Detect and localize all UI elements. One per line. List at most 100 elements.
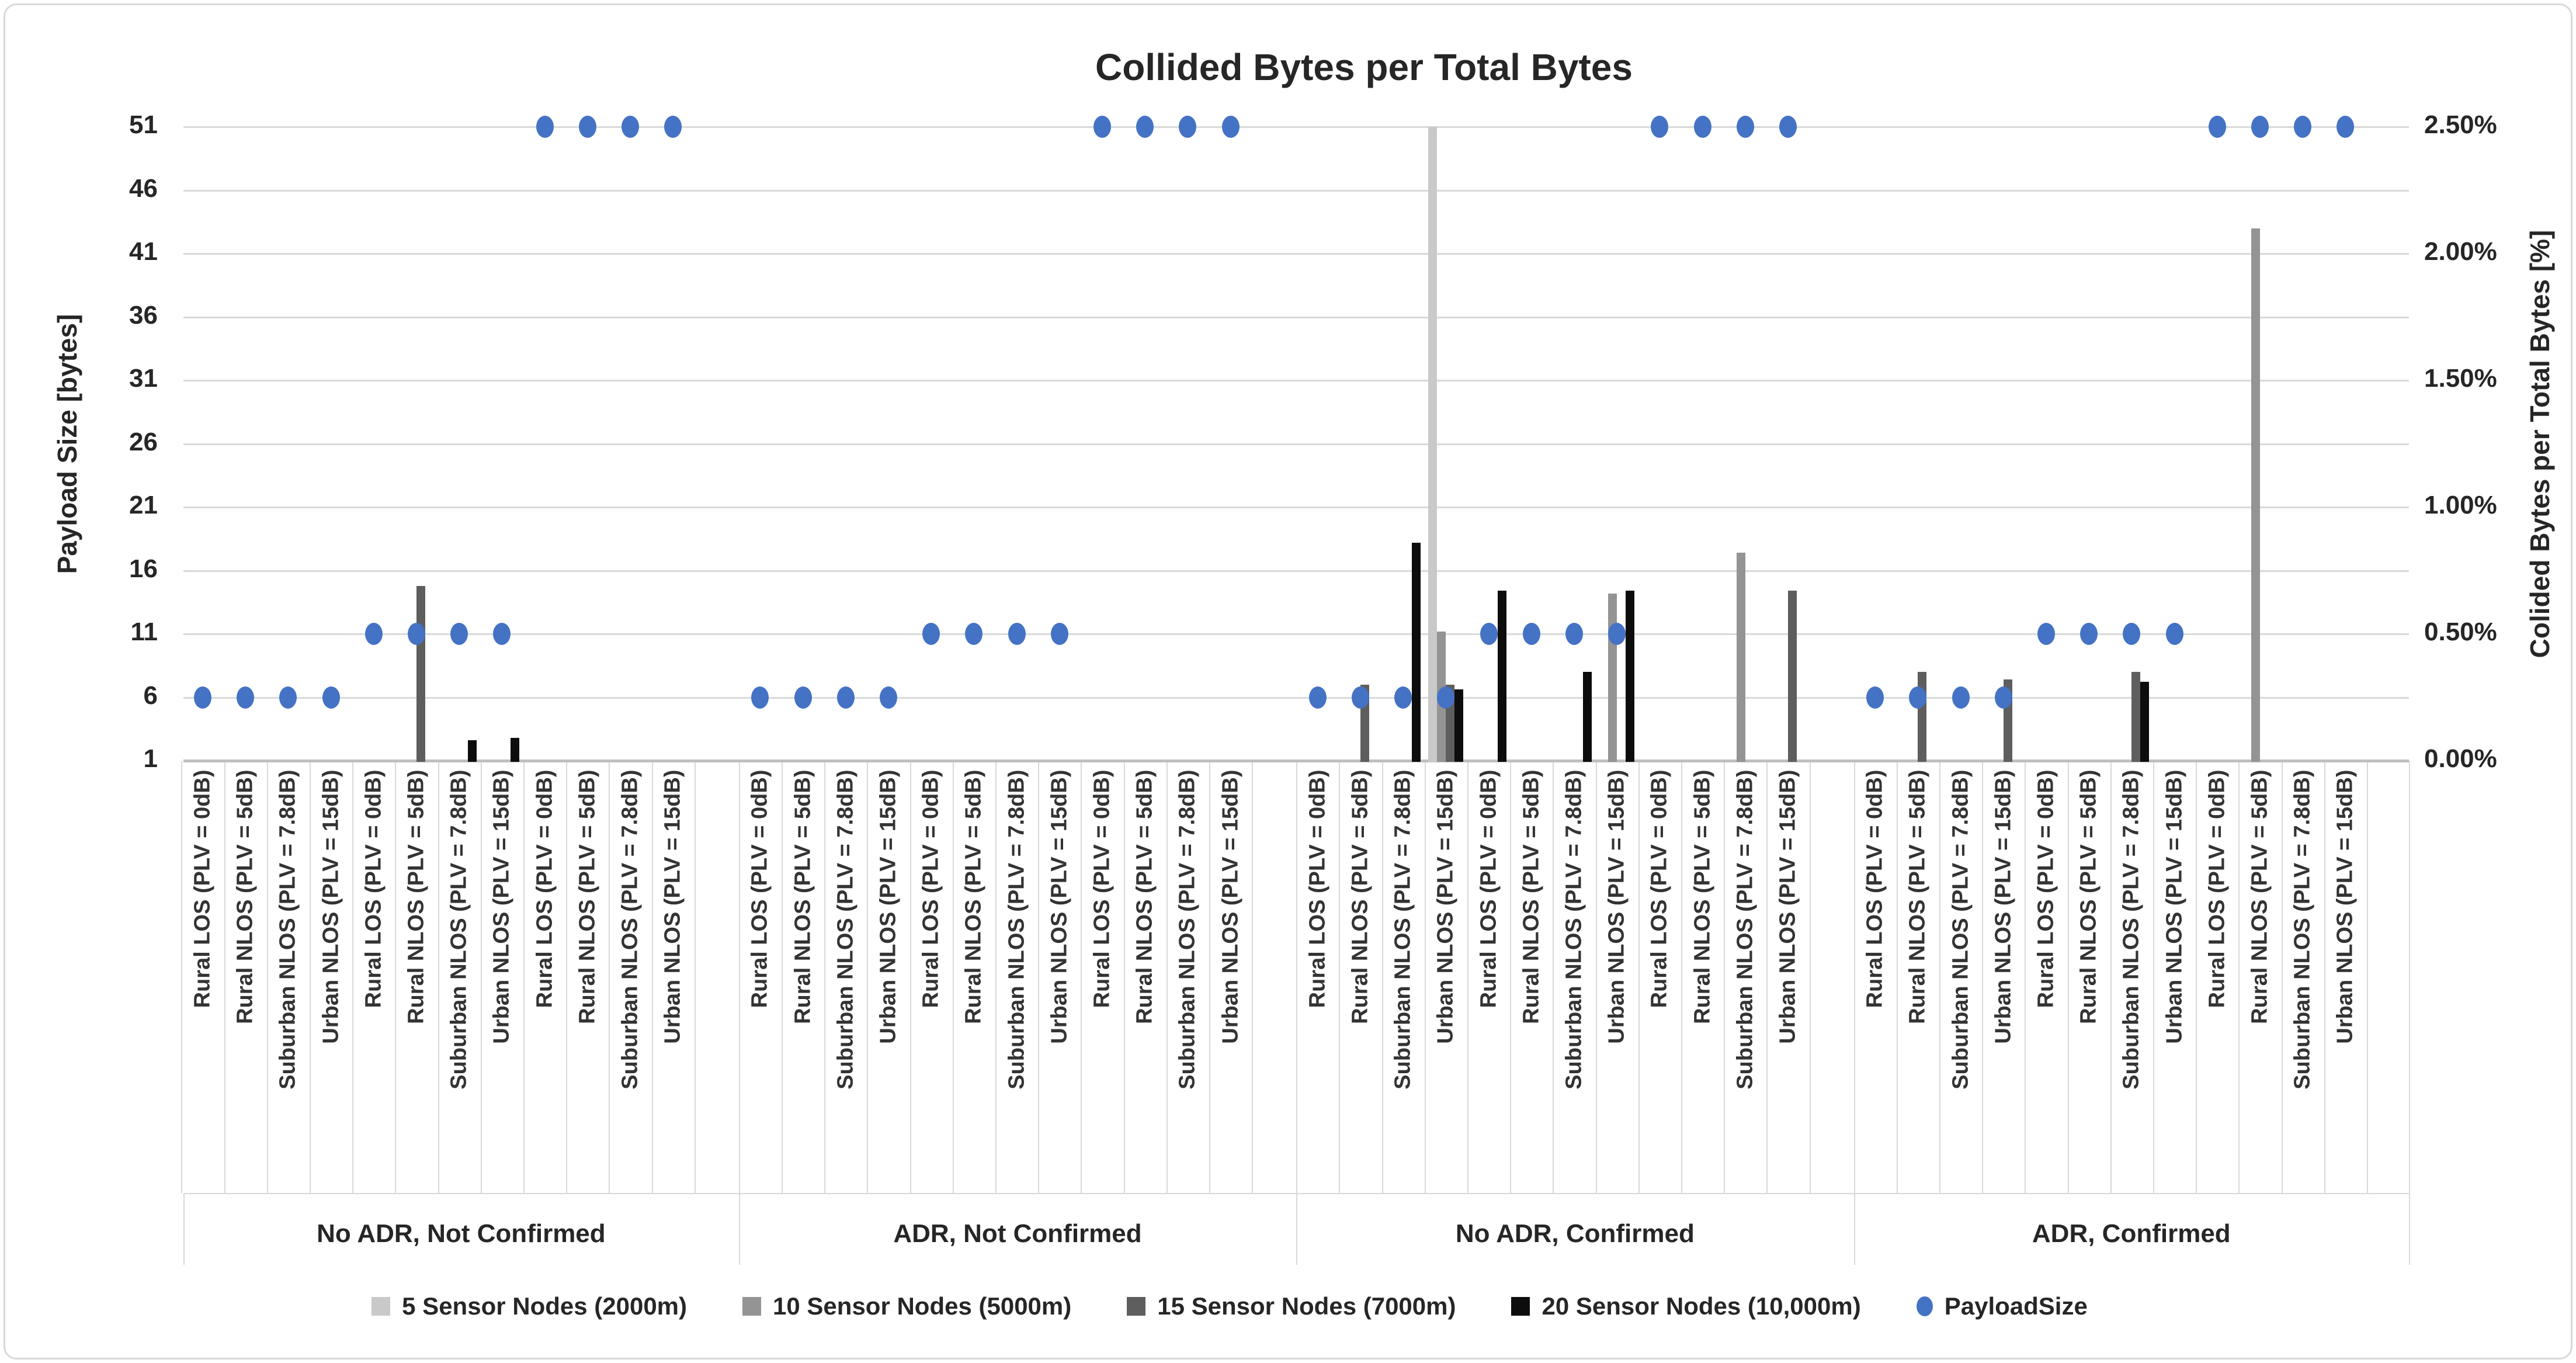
category-separator [266,761,268,1193]
left-axis-tick: 46 [129,174,158,203]
category-separator [1724,761,1726,1193]
bar-20-sensor-nodes-(10,000m) [511,737,520,762]
category-label: Urban NLOS (PLV = 15dB) [2332,769,2358,1044]
category-separator [2110,761,2112,1193]
category-separator [1339,761,1341,1193]
payload-dot [1952,686,1970,709]
gridline [183,126,2409,128]
category-label: Rural LOS (PLV = 0dB) [747,769,772,1008]
category-separator [480,761,482,1193]
category-separator [1638,761,1640,1193]
legend-label: 10 Sensor Nodes (5000m) [773,1292,1072,1320]
payload-dot [1394,686,1412,709]
group-separator [1853,1193,1855,1265]
payload-dot [194,686,211,709]
category-separator [2196,761,2197,1193]
bar-20-sensor-nodes-(10,000m) [1454,689,1464,762]
left-axis-tick: 1 [143,744,158,773]
left-axis-tick: 11 [130,618,158,646]
category-separator [995,761,997,1193]
gridline [183,696,2409,699]
payload-dot [622,116,639,138]
payload-dot [2208,116,2226,138]
right-axis-title: Colided Bytes per Total Bytes [%] [2525,230,2555,658]
category-label: Urban NLOS (PLV = 15dB) [1218,769,1243,1044]
bar-20-sensor-nodes-(10,000m) [1583,672,1592,762]
left-axis-tick: 6 [143,681,158,710]
payload-dot [1994,686,2012,709]
category-label: Rural LOS (PLV = 0dB) [2033,769,2058,1008]
payload-dot [1693,116,1711,138]
left-axis-tick: 41 [129,237,158,266]
legend-swatch [1127,1297,1146,1316]
legend-label: PayloadSize [1944,1292,2088,1320]
payload-dot [965,623,983,645]
gridline [183,443,2409,445]
category-separator [1939,761,1940,1193]
category-separator [310,761,311,1193]
category-separator [1681,761,1682,1193]
gridline [183,253,2409,255]
bar-20-sensor-nodes-(10,000m) [468,740,477,762]
category-separator [1038,761,1040,1193]
payload-dot [450,623,468,645]
category-separator [1896,761,1898,1193]
group-band-top-line [183,1193,2409,1194]
payload-dot [751,686,769,709]
category-separator [2153,761,2154,1193]
category-separator [1252,761,1254,1193]
gridline [183,633,2409,635]
payload-dot [664,116,682,138]
category-separator [824,761,826,1193]
category-separator [2025,761,2026,1193]
category-separator [1296,761,1298,1193]
x-axis-line [183,759,2409,762]
category-separator [952,761,954,1193]
payload-dot [279,686,297,709]
legend-item: PayloadSize [1916,1292,2088,1320]
category-separator [395,761,397,1193]
category-label: Rural NLOS (PLV = 5dB) [404,769,429,1024]
category-label: Suburban NLOS (PLV = 7.8dB) [833,769,858,1090]
gridline [183,316,2409,318]
category-separator [1510,761,1512,1193]
category-label: Suburban NLOS (PLV = 7.8dB) [1733,769,1758,1090]
category-separator [1553,761,1554,1193]
category-label: Rural NLOS (PLV = 5dB) [232,769,258,1024]
category-label: Suburban NLOS (PLV = 7.8dB) [1948,769,1973,1090]
legend-item: 15 Sensor Nodes (7000m) [1127,1292,1456,1320]
group-separator [183,1193,185,1265]
category-label: Urban NLOS (PLV = 15dB) [1047,769,1072,1044]
category-label: Rural LOS (PLV = 0dB) [361,769,386,1008]
category-label: Urban NLOS (PLV = 15dB) [318,769,343,1044]
gridline [183,189,2409,192]
payload-dot [1050,623,1068,645]
category-label: Rural LOS (PLV = 0dB) [532,769,557,1008]
group-separator [738,1193,740,1265]
category-separator [2238,761,2240,1193]
category-label: Suburban NLOS (PLV = 7.8dB) [1390,769,1415,1090]
payload-dot [536,116,554,138]
payload-dot [2080,623,2098,645]
left-axis-tick: 21 [129,491,158,519]
payload-dot [880,686,897,709]
legend-item: 5 Sensor Nodes (2000m) [372,1292,687,1320]
legend-label: 5 Sensor Nodes (2000m) [402,1292,688,1320]
chart-title: Collided Bytes per Total Bytes [1095,46,1633,88]
payload-dot [1136,116,1154,138]
legend-item: 10 Sensor Nodes (5000m) [742,1292,1071,1320]
payload-dot [1779,116,1797,138]
gridline [183,570,2409,572]
category-separator [2409,761,2410,1193]
payload-dot [408,623,425,645]
category-separator [1467,761,1468,1193]
payload-dot [836,686,855,709]
category-separator [566,761,568,1193]
payload-dot [1308,686,1327,709]
bar-10-sensor-nodes-(5000m) [1608,593,1617,762]
right-axis-tick: 2.00% [2424,237,2497,266]
category-separator [2067,761,2069,1193]
payload-dot [322,686,340,709]
category-label: Rural LOS (PLV = 0dB) [1647,769,1672,1008]
